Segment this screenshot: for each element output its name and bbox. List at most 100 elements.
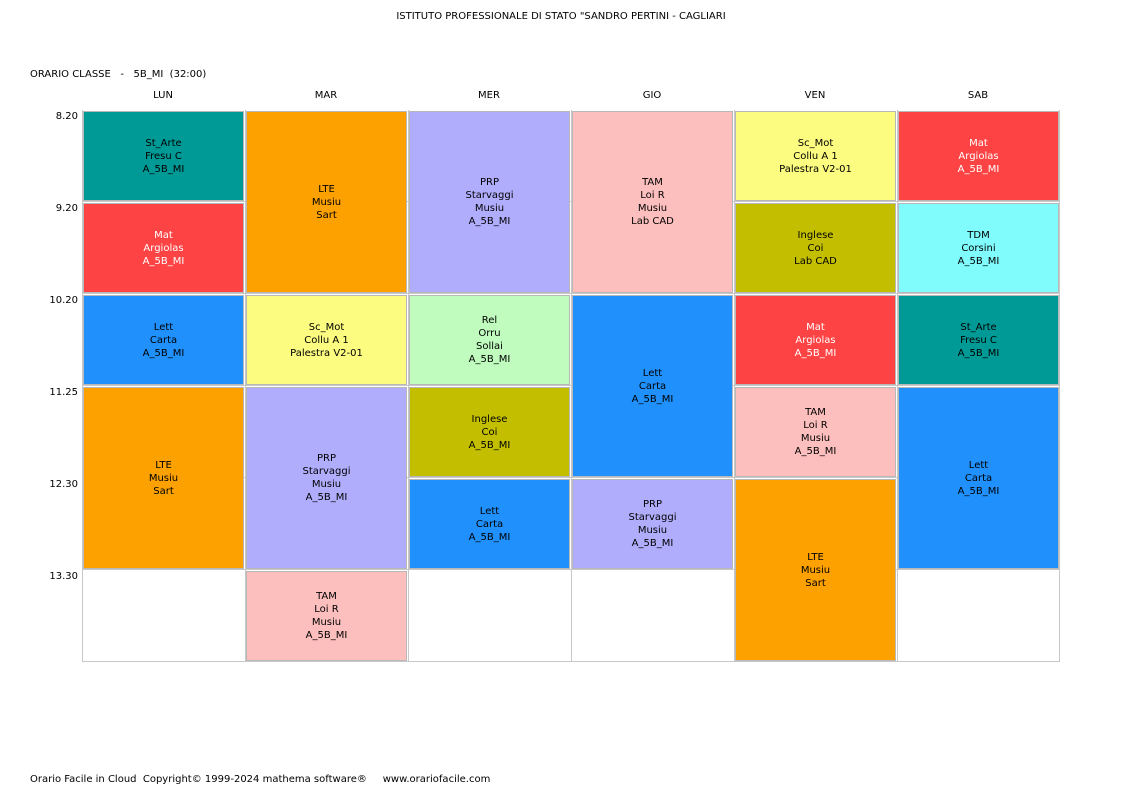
lesson-line: A_5B_MI [142,163,185,175]
lesson-line: PRP [316,453,336,464]
footer-copyright: Orario Facile in Cloud Copyright© 1999-2… [30,774,491,785]
lesson-line: A_5B_MI [631,393,674,405]
lesson-block[interactable]: Inglese Coi A_5B_MI [409,387,570,477]
time-label: 12.30 [49,479,78,490]
lesson-block[interactable]: PRP Starvaggi Musiu A_5B_MI [572,479,733,569]
lesson-line: LTE [155,459,172,471]
lesson-line: A_5B_MI [794,446,837,457]
grid-cell [571,570,734,662]
lesson-block[interactable]: PRP Starvaggi Musiu A_5B_MI [246,387,407,569]
lesson-block[interactable]: LTE Musiu Sart [83,387,244,569]
time-label: 13.30 [49,571,78,582]
lesson-block[interactable]: PRP Starvaggi Musiu A_5B_MI [409,111,570,293]
lesson-line: Musiu [311,479,342,490]
lesson-block[interactable]: Lett Carta A_5B_MI [898,387,1059,569]
lesson-block[interactable]: TDM Corsini A_5B_MI [898,203,1059,293]
lesson-line: Lab CAD [631,216,674,227]
grid-cell [82,570,245,662]
lesson-line: Argiolas [958,150,999,162]
lesson-line: A_5B_MI [305,492,348,503]
lesson-line: St_Arte [960,321,997,333]
lesson-line: A_5B_MI [468,531,511,543]
grid-cell [408,570,571,662]
lesson-line: A_5B_MI [468,216,511,227]
lesson-block[interactable]: TAM Loi R Musiu A_5B_MI [735,387,896,477]
lesson-block[interactable]: Lett Carta A_5B_MI [572,295,733,477]
lesson-line: Musiu [474,203,505,214]
lesson-line: Musiu [311,196,342,208]
day-header-ven: VEN [804,90,826,101]
lesson-line: Sc_Mot [308,321,345,333]
lesson-line: Musiu [637,525,668,536]
lesson-line: Lett [642,367,663,379]
lesson-block[interactable]: Lett Carta A_5B_MI [409,479,570,569]
time-label: 9.20 [55,203,78,214]
lesson-line: Carta [964,472,993,484]
lesson-line: Sart [805,577,826,589]
lesson-line: A_5B_MI [957,255,1000,267]
time-label: 10.20 [49,295,78,306]
lesson-line: Sart [153,485,174,497]
lesson-line: Collu A 1 [793,150,838,162]
lesson-line: Musiu [148,472,179,484]
lesson-block[interactable]: Mat Argiolas A_5B_MI [83,203,244,293]
day-header-mer: MER [478,90,500,101]
lesson-block[interactable]: Inglese Coi Lab CAD [735,203,896,293]
lesson-block[interactable]: Sc_Mot Collu A 1 Palestra V2-01 [735,111,896,201]
lesson-block[interactable]: St_Arte Fresu C A_5B_MI [898,295,1059,385]
lesson-line: Mat [806,321,825,333]
lesson-line: Corsini [961,242,996,254]
lesson-line: Starvaggi [465,190,514,201]
lesson-line: PRP [642,499,662,510]
lesson-line: Carta [149,334,178,346]
lesson-line: Orru [478,328,501,339]
lesson-block[interactable]: LTE Musiu Sart [246,111,407,293]
lesson-line: A_5B_MI [142,347,185,359]
lesson-block[interactable]: St_Arte Fresu C A_5B_MI [83,111,244,201]
lesson-line: Fresu C [145,150,182,162]
lesson-block[interactable]: TAM Loi R Musiu A_5B_MI [246,571,407,661]
lesson-block[interactable]: TAM Loi R Musiu Lab CAD [572,111,733,293]
grid-cell [897,570,1060,662]
lesson-line: LTE [807,551,824,563]
lesson-line: Argiolas [795,334,836,346]
class-label: ORARIO CLASSE - 5B_MI (32:00) [30,69,207,80]
lesson-line: Mat [969,137,988,149]
time-label: 11.25 [49,387,78,398]
lesson-line: Musiu [311,617,342,628]
lesson-block[interactable]: Sc_Mot Collu A 1 Palestra V2-01 [246,295,407,385]
lesson-line: Lett [479,505,500,517]
lesson-line: Sollai [476,341,503,352]
lesson-line: A_5B_MI [957,347,1000,359]
lesson-line: A_5B_MI [631,538,674,549]
lesson-block[interactable]: LTE Musiu Sart [735,479,896,661]
lesson-block[interactable]: Lett Carta A_5B_MI [83,295,244,385]
school-title: ISTITUTO PROFESSIONALE DI STATO "SANDRO … [396,11,726,22]
lesson-line: LTE [318,183,335,195]
lesson-line: Lett [153,321,174,333]
day-header-mar: MAR [314,90,338,101]
lesson-line: Fresu C [960,334,997,346]
lesson-line: Loi R [314,604,339,615]
lesson-line: Carta [638,380,667,392]
lesson-line: Inglese [471,413,508,425]
lesson-line: Starvaggi [302,466,351,477]
lesson-line: Collu A 1 [304,334,349,346]
lesson-line: PRP [479,177,499,188]
lesson-line: TAM [316,591,337,602]
lesson-line: Coi [807,242,824,254]
lesson-block[interactable]: Mat Argiolas A_5B_MI [898,111,1059,201]
lesson-block[interactable]: Rel Orru Sollai A_5B_MI [409,295,570,385]
lesson-block[interactable]: Mat Argiolas A_5B_MI [735,295,896,385]
lesson-line: Lab CAD [794,255,837,267]
lesson-line: Palestra V2-01 [779,163,852,175]
day-header-lun: LUN [153,90,173,101]
lesson-line: A_5B_MI [957,485,1000,497]
lesson-line: St_Arte [145,137,182,149]
lesson-line: A_5B_MI [305,630,348,641]
day-header-gio: GIO [642,90,662,101]
lesson-line: Sart [316,209,337,221]
lesson-line: Rel [481,315,498,326]
lesson-line: A_5B_MI [468,354,511,365]
lesson-line: TAM [805,407,826,418]
